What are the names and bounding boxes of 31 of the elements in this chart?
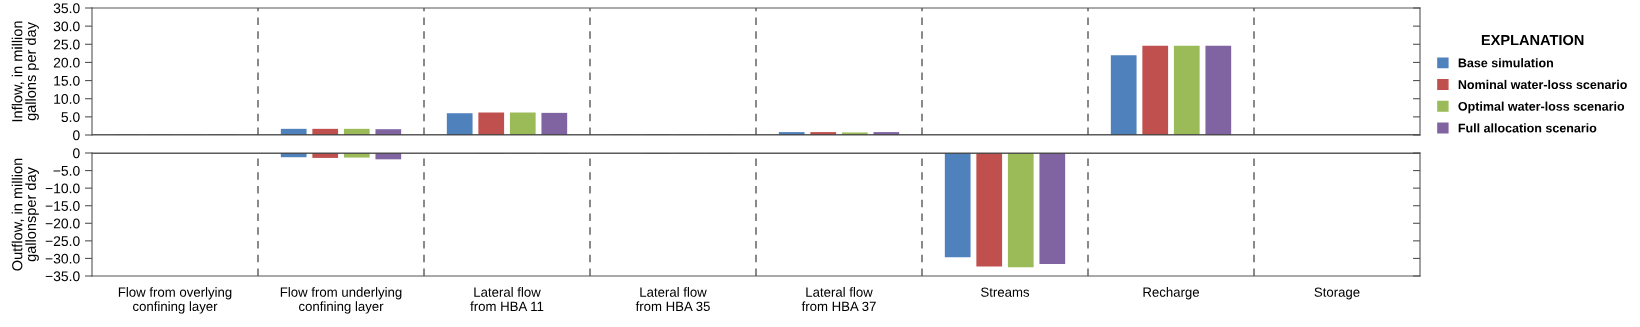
y-tick-label: 15.0 — [54, 75, 80, 86]
x-tick-label: Lateral flow from HBA 11 — [470, 287, 544, 312]
y-tick-label: 20.0 — [53, 57, 80, 68]
x-tick-label: Streams — [981, 287, 1030, 297]
y-tick-label: −25.0 — [45, 236, 80, 247]
y-axis-title: Outflow, in million gallonsper day — [11, 158, 39, 271]
y-tick-label: 10.0 — [54, 94, 80, 104]
y-tick-label: −15.0 — [45, 201, 80, 211]
y-tick-label: −30.0 — [45, 253, 80, 264]
legend-label: Nominal water-loss scenario — [1458, 79, 1627, 90]
legend-label: Optimal water-loss scenario — [1458, 101, 1625, 114]
x-tick-label: Lateral flow from HBA 37 — [801, 287, 876, 312]
y-tick-label: 5.0 — [61, 112, 80, 123]
x-tick-label: Recharge — [1143, 287, 1200, 300]
y-tick-label: −5.0 — [53, 165, 80, 176]
y-tick-label: 35.0 — [53, 3, 80, 14]
legend-label: Base simulation — [1458, 58, 1553, 68]
y-tick-label: −20.0 — [45, 218, 80, 229]
x-tick-label: Lateral flow from HBA 35 — [635, 287, 710, 312]
y-tick-label: 30.0 — [53, 21, 80, 32]
x-tick-label: Storage — [1314, 287, 1360, 300]
y-axis-title: Inflow, in million gallons per day — [11, 21, 39, 122]
x-tick-label: Flow from underlying confining layer — [280, 287, 402, 314]
y-tick-label: −10.0 — [45, 183, 80, 194]
y-tick-label: −35.0 — [45, 271, 80, 282]
legend-title: EXPLANATION — [1481, 34, 1584, 46]
legend-label: Full allocation scenario — [1458, 123, 1597, 133]
y-tick-label: 0 — [73, 148, 80, 159]
y-tick-label: 25.0 — [53, 39, 80, 50]
y-tick-label: 0 — [73, 130, 80, 141]
x-tick-label: Flow from overlying confining layer — [118, 287, 232, 314]
